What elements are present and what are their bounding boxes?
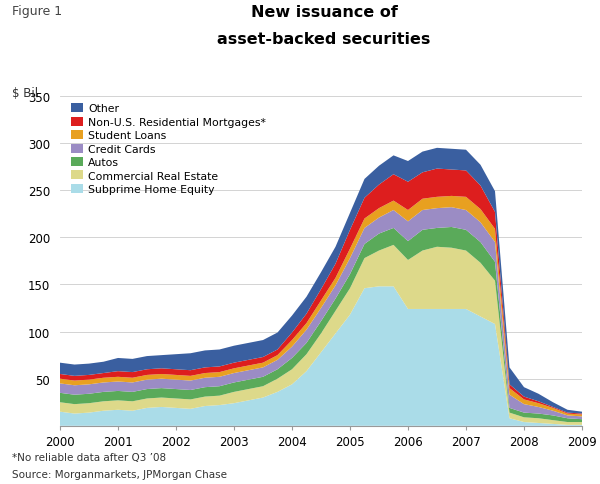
Text: New issuance of: New issuance of [251, 5, 397, 20]
Text: $ Bil: $ Bil [12, 87, 38, 100]
Text: asset-backed securities: asset-backed securities [217, 31, 431, 46]
Text: Figure 1: Figure 1 [12, 5, 62, 18]
Legend: Other, Non-U.S. Residential Mortgages*, Student Loans, Credit Cards, Autos, Comm: Other, Non-U.S. Residential Mortgages*, … [71, 104, 266, 195]
Text: Source: Morganmarkets, JPMorgan Chase: Source: Morganmarkets, JPMorgan Chase [12, 469, 227, 480]
Text: *No reliable data after Q3 ’08: *No reliable data after Q3 ’08 [12, 453, 166, 463]
